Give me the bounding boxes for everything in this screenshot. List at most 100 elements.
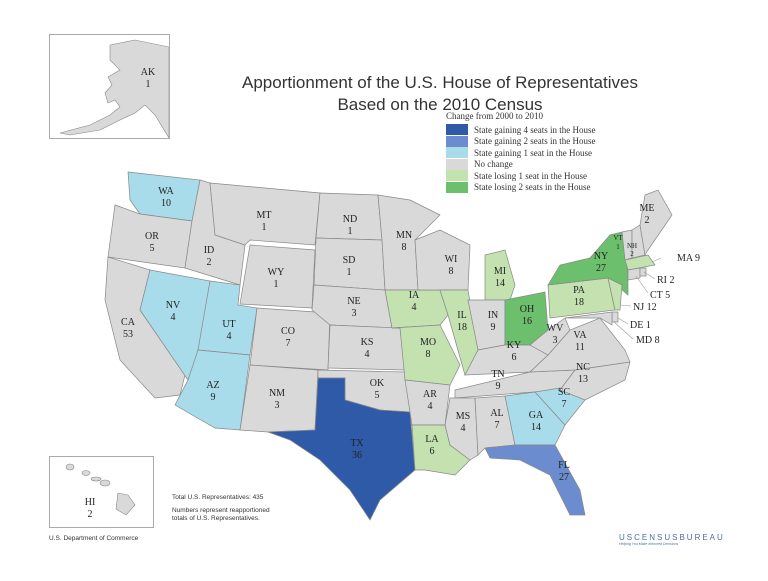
state-seats-IA: 4: [412, 302, 417, 313]
state-FL[interactable]: [484, 444, 586, 516]
legend-item-lose-1: State losing 1 seat in the House: [446, 170, 595, 182]
state-seats-NC: 13: [578, 374, 588, 385]
state-label-ID: ID: [204, 245, 215, 256]
state-label-NM: NM: [269, 388, 285, 399]
state-seats-IN: 9: [491, 322, 496, 333]
state-label-MS: MS: [456, 411, 470, 422]
state-seats-WY: 1: [274, 279, 279, 290]
swatch-lose-2: [446, 181, 468, 193]
legend-label: State losing 2 seats in the House: [474, 182, 591, 193]
state-seats-CA: 53: [123, 329, 133, 340]
swatch-no-change: [446, 158, 468, 170]
hawaii-shape: HI 2: [65, 463, 136, 520]
state-label-WI: WI: [445, 254, 458, 265]
census-bureau-logo: USCENSUSBUREAU Helping You Make Informed…: [619, 533, 725, 546]
state-label-IL: IL: [457, 310, 466, 321]
state-label-NJ: NJ 12: [633, 302, 657, 313]
state-label-FL: FL: [558, 460, 570, 471]
state-CT[interactable]: [627, 267, 641, 281]
state-label-AK: AK: [141, 67, 156, 78]
state-MI[interactable]: [484, 249, 516, 301]
map-title: Apportionment of the U.S. House of Repre…: [240, 72, 640, 116]
state-label-PA: PA: [573, 285, 586, 296]
legend-item-gain-1: State gaining 1 seat in the House: [446, 147, 595, 159]
state-WV[interactable]: [529, 317, 571, 356]
state-AZ[interactable]: [174, 349, 251, 431]
state-label-AR: AR: [423, 389, 437, 400]
state-seats-OK: 5: [375, 390, 380, 401]
state-DE[interactable]: [611, 311, 619, 323]
state-seats-MI: 14: [495, 278, 505, 289]
hawaii-inset: HI 2: [49, 456, 154, 528]
state-label-IA: IA: [409, 290, 420, 301]
logo-name: USCENSUSBUREAU: [619, 533, 725, 542]
state-seats-KS: 4: [365, 349, 370, 360]
state-label-KS: KS: [361, 337, 374, 348]
state-label-MN: MN: [396, 230, 412, 241]
title-line-2: Based on the 2010 Census: [337, 95, 543, 114]
legend-item-gain-2: State gaining 2 seats in the House: [446, 135, 596, 148]
state-seats-AR: 4: [428, 401, 433, 412]
alaska-inset: AK 1: [49, 34, 170, 140]
state-label-SC: SC: [558, 387, 571, 398]
state-seats-AZ: 9: [211, 392, 216, 403]
state-NC[interactable]: [559, 361, 631, 401]
legend-label: State gaining 2 seats in the House: [474, 136, 596, 147]
state-RI[interactable]: [639, 267, 647, 277]
state-label-MD: MD 8: [636, 335, 660, 346]
state-label-WV: WV: [547, 323, 564, 334]
state-label-TX: TX: [350, 438, 364, 449]
state-label-KY: KY: [507, 340, 521, 351]
state-label-NY: NY: [594, 251, 608, 262]
legend-label: No change: [474, 159, 513, 170]
state-seats-KY: 6: [512, 352, 517, 363]
state-label-ME: ME: [640, 203, 655, 214]
state-label-WY: WY: [268, 267, 285, 278]
state-seats-LA: 6: [430, 446, 435, 457]
state-seats-VA: 11: [575, 342, 585, 353]
state-label-VA: VA: [573, 330, 587, 341]
swatch-gain-4: [446, 124, 468, 136]
state-seats-UT: 4: [227, 331, 232, 342]
state-WI[interactable]: [414, 229, 471, 291]
alaska-shape: AK 1: [59, 39, 170, 140]
state-seats-ND: 1: [348, 226, 353, 237]
state-seats-OR: 5: [150, 243, 155, 254]
reapportioned-note-line-1: Numbers represent reapportioned: [172, 507, 270, 514]
state-GA[interactable]: [504, 391, 566, 446]
state-label-NC: NC: [576, 362, 590, 373]
state-label-CA: CA: [121, 317, 136, 328]
title-line-1: Apportionment of the U.S. House of Repre…: [242, 73, 638, 92]
state-ME[interactable]: [639, 189, 673, 256]
state-seats-NV: 4: [171, 312, 176, 323]
reapportioned-note-line-2: totals of U.S. Representatives.: [172, 515, 260, 522]
state-label-HI: HI: [85, 497, 96, 508]
leader-lines: [613, 257, 662, 340]
state-seats-SC: 7: [562, 399, 567, 410]
state-NJ[interactable]: [607, 277, 623, 311]
state-label-NE: NE: [347, 296, 360, 307]
state-seats-PA: 18: [574, 297, 584, 308]
state-label-CO: CO: [281, 326, 295, 337]
state-seats-SD: 1: [347, 267, 352, 278]
state-MD[interactable]: [564, 311, 613, 326]
state-VA[interactable]: [529, 317, 631, 373]
state-seats-MS: 4: [461, 423, 466, 434]
state-seats-ME: 2: [645, 215, 650, 226]
state-seats-HI: 2: [88, 509, 93, 520]
legend-item-gain-4: State gaining 4 seats in the House: [446, 124, 595, 136]
state-label-SD: SD: [343, 255, 356, 266]
state-label-OH: OH: [520, 304, 534, 315]
state-label-VT: VT: [613, 234, 623, 242]
state-seats-IL: 18: [457, 322, 467, 333]
state-label-MT: MT: [257, 210, 272, 221]
state-label-MO: MO: [420, 337, 436, 348]
state-TX[interactable]: [267, 377, 416, 521]
state-seats-MT: 1: [262, 222, 267, 233]
legend-item-no-change: No change: [446, 158, 595, 171]
state-label-ND: ND: [343, 214, 357, 225]
state-label-MA: MA 9: [677, 253, 700, 264]
state-label-AZ: AZ: [206, 380, 219, 391]
state-MA[interactable]: [624, 254, 656, 271]
